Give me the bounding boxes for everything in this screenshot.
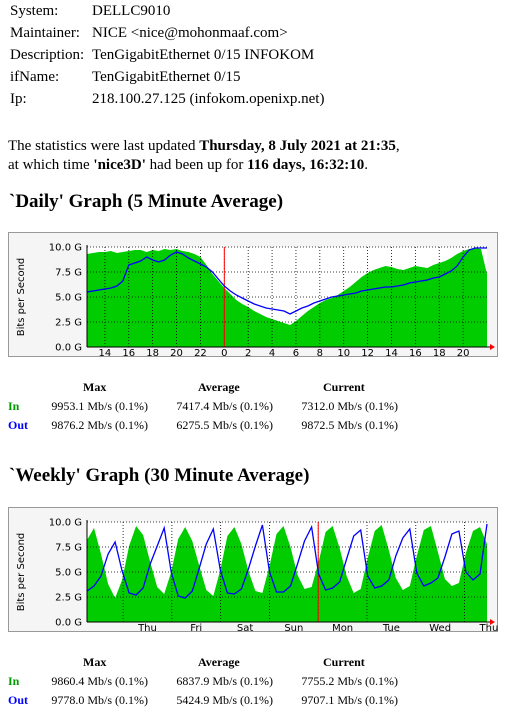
stats-value: 9872.5 Mb/s (0.1%) <box>301 418 398 432</box>
y-tick-label: 0.0 G <box>55 618 82 629</box>
out-line <box>86 247 487 315</box>
stats-value: 9860.4 Mb/s (0.1%) <box>51 674 148 688</box>
in-area <box>87 525 487 622</box>
x-tick-label: 20 <box>170 348 183 357</box>
info-value: NICE <nice@mohonmaaf.com> <box>92 25 288 41</box>
x-tick-label: 18 <box>146 348 159 357</box>
stats-header: Current <box>323 655 365 669</box>
info-row: Description: TenGigabitEthernet 0/15 INFO… <box>10 44 324 66</box>
device-name: 'nice3D' <box>93 157 146 173</box>
stats-row-label: In <box>8 399 20 413</box>
stats-row-label: In <box>8 674 20 688</box>
daily-graph-title: `Daily' Graph (5 Minute Average) <box>9 191 284 212</box>
stats-value: 6837.9 Mb/s (0.1%) <box>176 674 273 688</box>
x-tick-label: 4 <box>269 348 275 357</box>
x-tick-label: 22 <box>194 348 207 357</box>
info-label: ifName: <box>10 69 60 85</box>
x-tick-label: 10 <box>337 348 350 357</box>
x-tick-label: 16 <box>409 348 422 357</box>
x-tick-label: 14 <box>385 348 398 357</box>
stats-value: 5424.9 Mb/s (0.1%) <box>176 693 273 707</box>
y-tick-label: 2.5 G <box>55 318 82 329</box>
stats-value: 9953.1 Mb/s (0.1%) <box>51 399 148 413</box>
x-tick-label: Mon <box>332 623 353 632</box>
stats-header: Max <box>83 655 107 669</box>
stats-row-label: Out <box>8 693 29 707</box>
stats-header: Max <box>83 380 107 394</box>
stats-value: 7417.4 Mb/s (0.1%) <box>176 399 273 413</box>
stats-row-label: Out <box>8 418 29 432</box>
x-tick-label: 16 <box>122 348 135 357</box>
update-prefix: The statistics were last updated <box>8 138 200 154</box>
uptime-prefix: at which time <box>8 157 94 173</box>
y-axis-label: Bits per Second <box>16 258 27 337</box>
y-tick-label: 5.0 G <box>55 568 82 579</box>
info-row: Ip: 218.100.27.125 (infokom.openixp.net) <box>10 88 324 110</box>
stats-value: 9876.2 Mb/s (0.1%) <box>51 418 148 432</box>
x-tick-label: Sat <box>237 623 253 632</box>
axis-arrow <box>490 344 495 350</box>
y-tick-label: 10.0 G <box>49 518 82 529</box>
out-line <box>86 523 488 599</box>
weekly-graph: 0.0 G 2.5 G 5.0 G 7.5 G 10.0 G Bits per Secon… <box>8 507 498 632</box>
info-label: Maintainer: <box>10 25 80 41</box>
uptime-mid: had been up for <box>145 157 248 173</box>
stats-value: 9778.0 Mb/s (0.1%) <box>51 693 148 707</box>
stats-header: Average <box>198 380 240 394</box>
info-value: TenGigabitEthernet 0/15 <box>92 69 241 85</box>
y-tick-label: 7.5 G <box>55 268 82 279</box>
y-tick-label: 5.0 G <box>55 293 82 304</box>
update-date: Thursday, 8 July 2021 at 21:35 <box>199 138 396 154</box>
y-tick-label: 10.0 G <box>49 243 82 254</box>
daily-graph: 0.0 G 2.5 G 5.0 G 7.5 G 10.0 G Bits per Secon… <box>8 232 498 357</box>
info-value: DELLC9010 <box>92 3 171 19</box>
stats-value: 7755.2 Mb/s (0.1%) <box>301 674 398 688</box>
info-label: System: <box>10 3 59 19</box>
x-tick-label: 2 <box>245 348 251 357</box>
info-row: System: DELLC9010 <box>10 0 324 22</box>
x-tick-label: Wed <box>429 623 451 632</box>
y-axis-label: Bits per Second <box>16 533 27 612</box>
device-info: System: DELLC9010 Maintainer: NICE <nice@mo… <box>10 0 324 110</box>
x-tick-label: 18 <box>433 348 446 357</box>
x-tick-label: 0 <box>221 348 227 357</box>
stats-value: 7312.0 Mb/s (0.1%) <box>301 399 398 413</box>
stats-header: Average <box>198 655 240 669</box>
info-value: TenGigabitEthernet 0/15 INFOKOM <box>92 47 315 63</box>
info-value: 218.100.27.125 (infokom.openixp.net) <box>92 91 325 107</box>
y-tick-label: 7.5 G <box>55 543 82 554</box>
info-label: Description: <box>10 47 85 63</box>
x-tick-label: 20 <box>457 348 470 357</box>
stats-value: 6275.5 Mb/s (0.1%) <box>176 418 273 432</box>
update-text: The statistics were last updated Thursda… <box>8 137 400 175</box>
uptime-suffix: . <box>364 157 368 173</box>
update-suffix: , <box>395 138 400 154</box>
x-tick-label: Thu <box>479 623 498 632</box>
x-tick-label: 6 <box>293 348 299 357</box>
axis-arrow <box>490 619 495 625</box>
y-tick-label: 2.5 G <box>55 593 82 604</box>
x-tick-label: 8 <box>317 348 323 357</box>
info-row: Maintainer: NICE <nice@mohonmaaf.com> <box>10 22 324 44</box>
weekly-graph-title: `Weekly' Graph (30 Minute Average) <box>9 465 310 486</box>
stats-header: Current <box>323 380 365 394</box>
y-tick-label: 0.0 G <box>55 343 82 354</box>
uptime-value: 116 days, 16:32:10 <box>247 157 365 173</box>
x-tick-label: Thu <box>137 623 157 632</box>
x-tick-label: Fri <box>190 623 202 632</box>
x-tick-label: Tue <box>382 623 400 632</box>
x-tick-label: 14 <box>99 348 112 357</box>
info-row: ifName: TenGigabitEthernet 0/15 <box>10 66 324 88</box>
stats-value: 9707.1 Mb/s (0.1%) <box>301 693 398 707</box>
x-tick-label: Sun <box>284 623 303 632</box>
x-tick-label: 12 <box>361 348 374 357</box>
info-label: Ip: <box>10 91 27 107</box>
